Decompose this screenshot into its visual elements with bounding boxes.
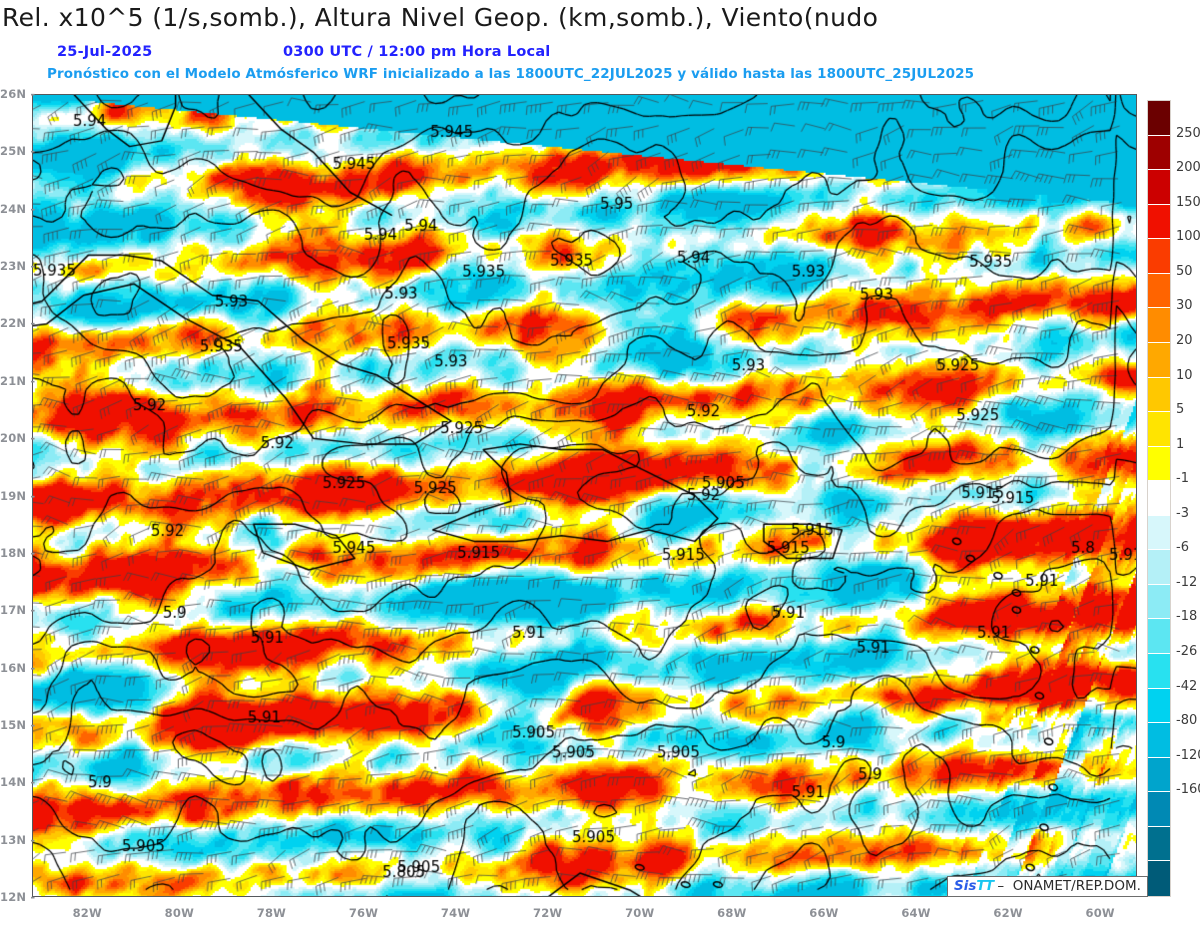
colorbar-segment [1148, 792, 1170, 827]
colorbar-segment [1148, 308, 1170, 343]
lat-tick-24n: 24N - [0, 201, 36, 216]
colorbar-tick-label: -26 [1176, 644, 1198, 660]
colorbar-tick-label: -12 [1176, 574, 1198, 590]
colorbar-segment [1148, 412, 1170, 447]
colorbar-segment [1148, 584, 1170, 620]
lat-tick-12n: 12N - [0, 890, 36, 904]
colorbar-tick-label: 150 [1176, 194, 1200, 210]
lat-tick-19n: 19N - [0, 488, 36, 503]
colorbar-tick-label: 250 [1176, 125, 1200, 141]
lat-tick-15n: 15N - [0, 717, 36, 732]
colorbar-segment [1148, 342, 1170, 378]
brand-prefix: Sis [954, 878, 977, 894]
lon-tick-72w: 72W [533, 906, 563, 920]
lat-tick-14n: 14N - [0, 775, 36, 790]
lon-tick-82w: 82W [72, 906, 102, 920]
colorbar[interactable] [1147, 100, 1171, 897]
colorbar-tick-label: -18 [1176, 609, 1198, 625]
colorbar-tick-label: -6 [1176, 540, 1189, 556]
colorbar-segment [1148, 654, 1170, 689]
lon-tick-64w: 64W [901, 906, 931, 920]
colorbar-segment [1148, 757, 1170, 793]
lat-tick-13n: 13N - [0, 832, 36, 847]
colorbar-segment [1148, 550, 1170, 585]
colorbar-tick-label: 30 [1176, 298, 1193, 314]
colorbar-segment [1148, 481, 1170, 516]
lat-tick-16n: 16N - [0, 660, 36, 675]
figure-title: Rel. x10^5 (1/s,somb.), Altura Nivel Geo… [2, 3, 879, 32]
lon-tick-60w: 60W [1085, 906, 1115, 920]
lat-tick-18n: 18N - [0, 545, 36, 560]
colorbar-tick-label: 1 [1176, 436, 1185, 452]
colorbar-tick-label: -1 [1176, 471, 1189, 487]
lat-tick-25n: 25N - [0, 144, 36, 159]
colorbar-segment [1148, 826, 1170, 862]
colorbar-tick-label: -160 [1176, 782, 1200, 798]
lon-tick-76w: 76W [348, 906, 379, 920]
lat-tick-26n: 26N - [0, 87, 36, 101]
attribution-text: – ONAMET/REP.DOM. [993, 878, 1141, 894]
lat-tick-20n: 20N - [0, 431, 36, 446]
lon-tick-68w: 68W [717, 906, 747, 920]
organization-name: ONAMET/REP.DOM. [1012, 878, 1141, 894]
colorbar-tick-label: -120 [1176, 747, 1200, 763]
colorbar-tick-label: 10 [1176, 367, 1193, 383]
colorbar-tick-label: 200 [1176, 160, 1200, 176]
colorbar-tick-label: -3 [1176, 505, 1189, 521]
colorbar-tick-label: 20 [1176, 332, 1193, 348]
colorbar-segment [1148, 723, 1170, 758]
forecast-date: 25-Jul-2025 [57, 44, 153, 60]
forecast-valid-time: 0300 UTC / 12:00 pm Hora Local [283, 44, 551, 60]
attribution-badge: SisTT – ONAMET/REP.DOM. [947, 876, 1148, 897]
brand-suffix: TT [976, 878, 994, 894]
colorbar-segment [1148, 239, 1170, 274]
map-raster-canvas [33, 95, 1136, 896]
colorbar-tick-label: 100 [1176, 229, 1200, 245]
lat-tick-17n: 17N - [0, 603, 36, 618]
map-plot-area[interactable] [32, 94, 1137, 897]
lon-tick-78w: 78W [256, 906, 287, 920]
model-note: Pronóstico con el Modelo Atmósferico WRF… [47, 66, 975, 82]
colorbar-tick-label: -80 [1176, 713, 1198, 729]
colorbar-segment [1148, 273, 1170, 309]
lon-tick-66w: 66W [809, 906, 839, 920]
colorbar-segment [1148, 861, 1170, 896]
colorbar-segment [1148, 688, 1170, 724]
separator-dash: – [997, 878, 1005, 894]
colorbar-segment [1148, 515, 1170, 551]
colorbar-segment [1148, 377, 1170, 413]
colorbar-segment [1148, 135, 1170, 171]
lon-tick-80w: 80W [164, 906, 194, 920]
colorbar-tick-label: 50 [1176, 263, 1193, 279]
lat-tick-23n: 23N - [0, 259, 36, 274]
lon-tick-62w: 62W [993, 906, 1023, 920]
colorbar-segment [1148, 619, 1170, 654]
colorbar-segment [1148, 170, 1170, 205]
lon-tick-74w: 74W [440, 906, 471, 920]
lat-tick-22n: 22N - [0, 316, 36, 331]
lon-tick-70w: 70W [625, 906, 655, 920]
lat-tick-21n: 21N - [0, 373, 36, 388]
colorbar-segment [1148, 446, 1170, 482]
colorbar-segment [1148, 204, 1170, 240]
colorbar-segment [1148, 101, 1170, 136]
figure-subtitle-row: 25-Jul-2025 0300 UTC / 12:00 pm Hora Loc… [0, 44, 1150, 64]
colorbar-tick-label: -42 [1176, 678, 1198, 694]
colorbar-tick-label: 5 [1176, 402, 1185, 418]
